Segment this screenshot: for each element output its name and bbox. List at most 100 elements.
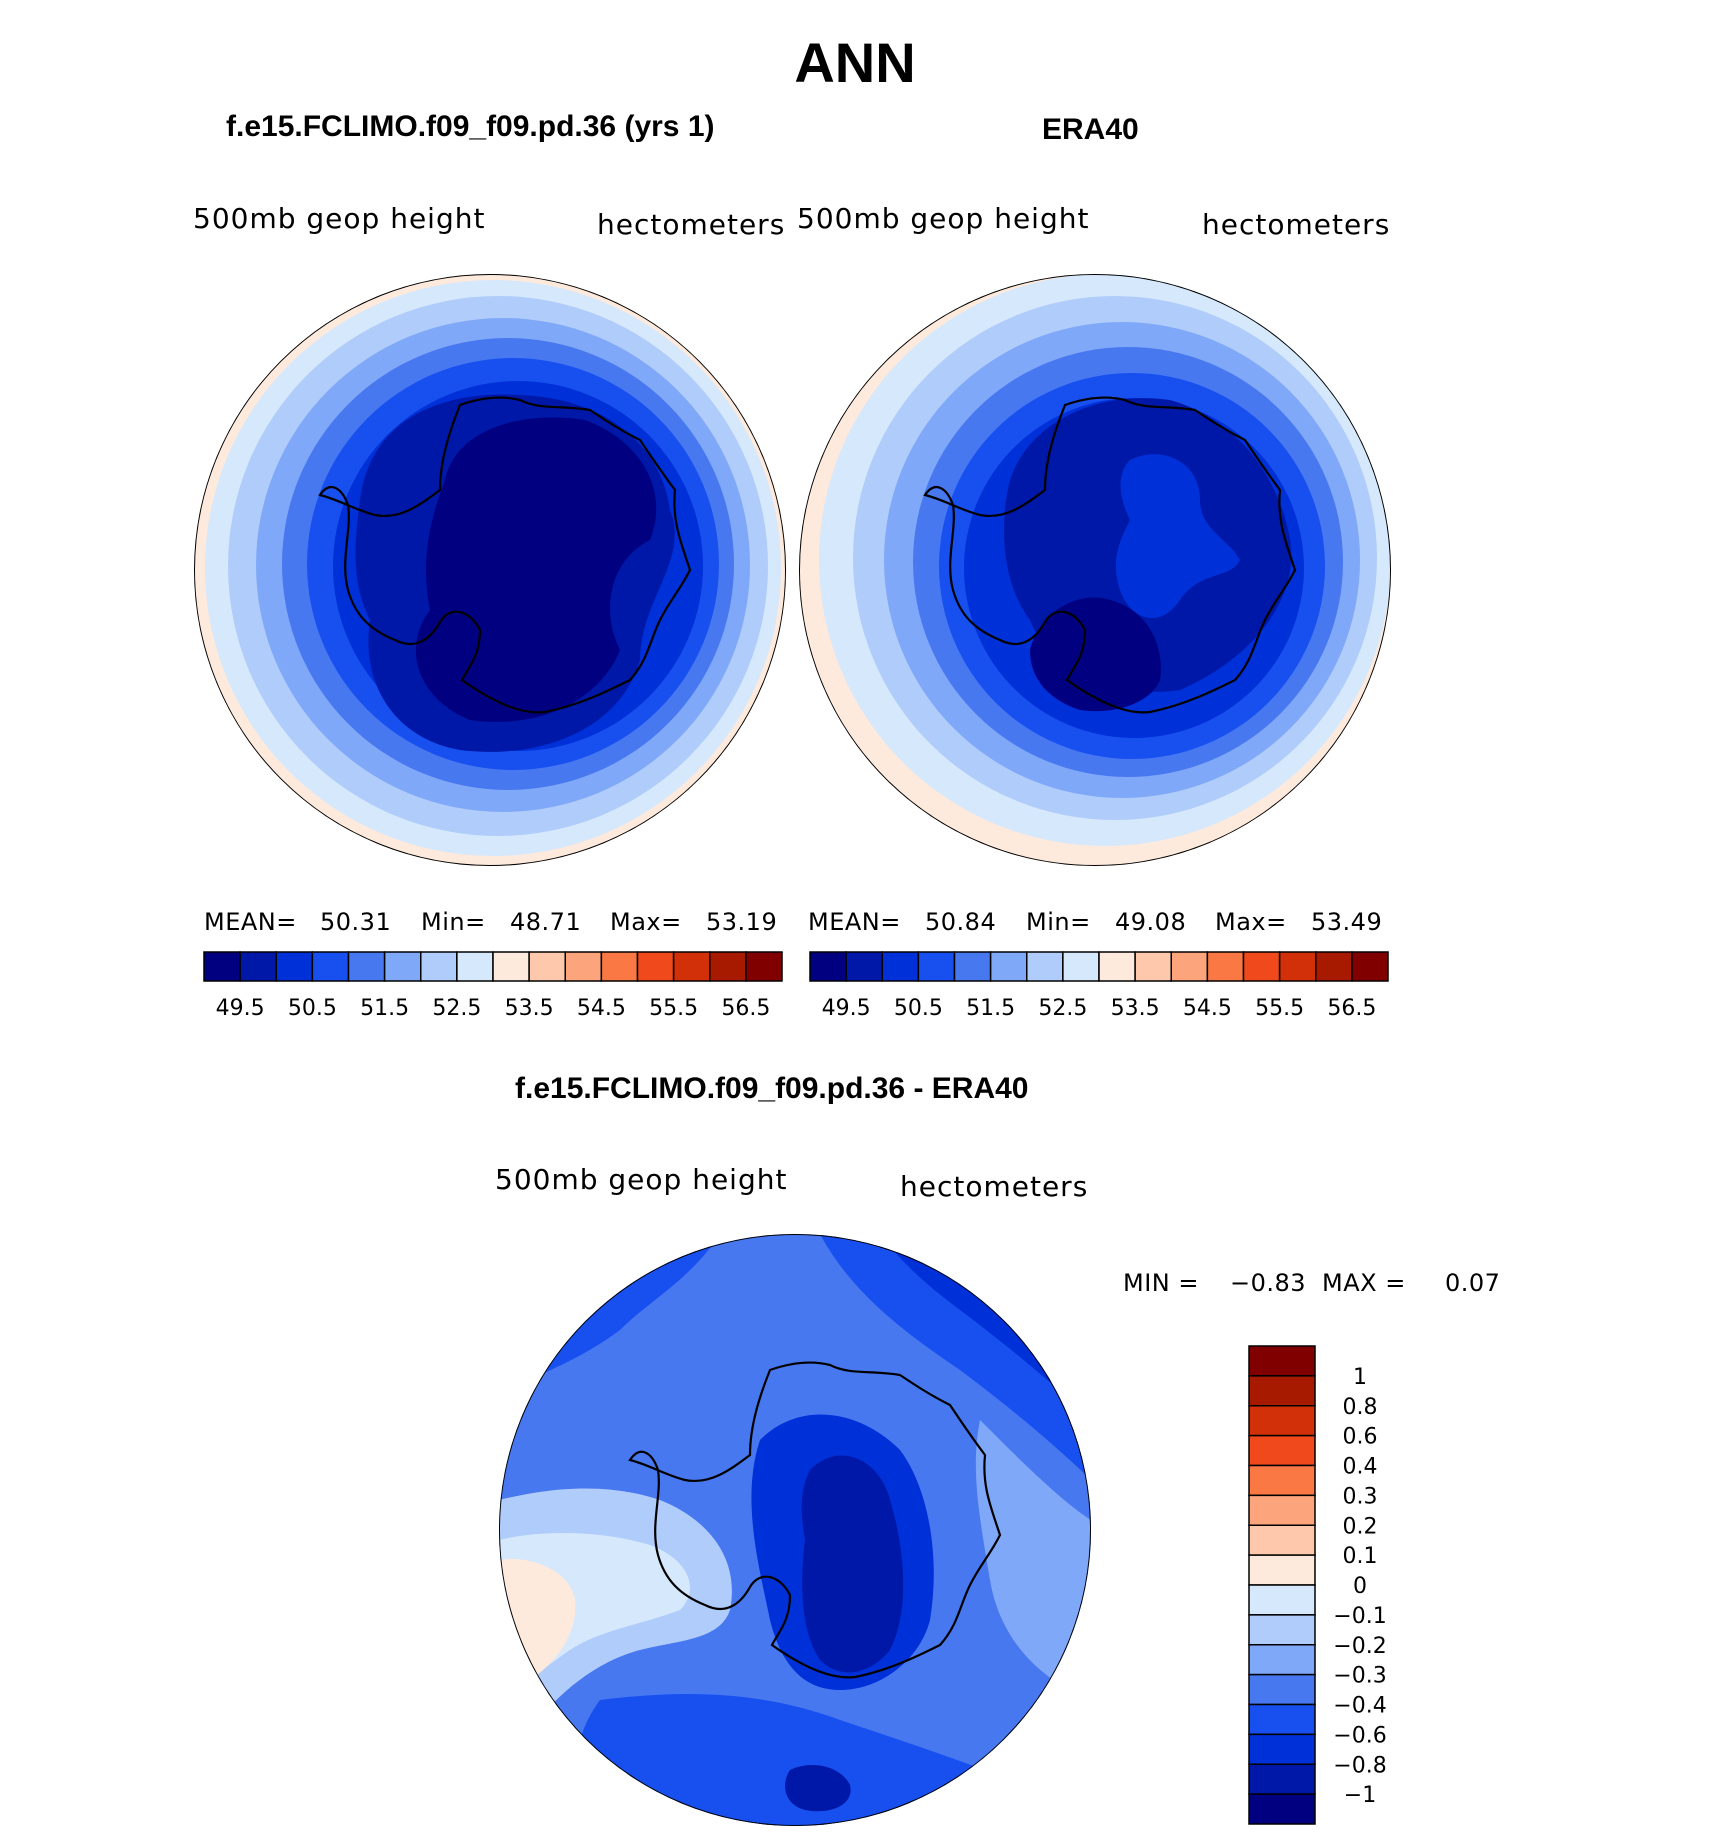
obs-min-value: 49.08 <box>1115 908 1187 936</box>
model-colorbar-swatch-13 <box>672 951 711 982</box>
obs-colorbar-swatch-9 <box>1134 951 1172 982</box>
diff-colorbar-tick-label: 0.6 <box>1343 1425 1378 1450</box>
obs-panel-title: ERA40 <box>1042 113 1139 146</box>
obs-colorbar-tick-label: 49.5 <box>822 996 871 1021</box>
obs-min-label: Min= <box>1026 908 1091 936</box>
diff-colorbar-tick-label: −0.3 <box>1333 1664 1386 1689</box>
model-colorbar-tick-label: 50.5 <box>288 996 337 1021</box>
obs-colorbar-swatch-15 <box>1351 951 1389 982</box>
obs-colorbar-swatch-3 <box>917 951 956 982</box>
diff-colorbar-tick-label: 1 <box>1353 1365 1367 1390</box>
model-min-value: 48.71 <box>510 908 582 936</box>
model-colorbar-swatch-11 <box>600 951 639 982</box>
diff-colorbar-swatch-6 <box>1248 1524 1316 1556</box>
model-colorbar-swatch-8 <box>492 951 530 982</box>
obs-colorbar-tick-label: 54.5 <box>1183 996 1232 1021</box>
model-colorbar-tick-label: 51.5 <box>360 996 409 1021</box>
obs-colorbar-swatch-8 <box>1098 951 1136 982</box>
obs-colorbar-tick-label: 53.5 <box>1111 996 1160 1021</box>
obs-colorbar-swatch-6 <box>1026 951 1064 982</box>
diff-colorbar-tick-label: −0.2 <box>1333 1634 1386 1659</box>
model-colorbar-tick-label: 52.5 <box>432 996 481 1021</box>
diff-map <box>499 1234 1091 1826</box>
model-colorbar-tick-label: 55.5 <box>649 996 698 1021</box>
diff-colorbar-swatch-11 <box>1248 1673 1316 1706</box>
obs-colorbar-tick-label: 55.5 <box>1255 996 1304 1021</box>
obs-mean-value: 50.84 <box>925 908 997 936</box>
diff-colorbar-swatch-0 <box>1248 1345 1316 1377</box>
diff-units-label: hectometers <box>900 1170 1089 1203</box>
obs-colorbar-swatch-13 <box>1278 951 1317 982</box>
model-colorbar-swatch-3 <box>311 951 350 982</box>
diff-colorbar-tick-label: 0.1 <box>1343 1544 1378 1569</box>
diff-colorbar-swatch-8 <box>1248 1584 1316 1616</box>
model-colorbar-swatch-5 <box>383 951 422 982</box>
model-min-label: Min= <box>421 908 486 936</box>
diff-colorbar-tick-label: −0.4 <box>1333 1694 1386 1719</box>
model-colorbar-tick-label: 56.5 <box>721 996 770 1021</box>
obs-colorbar-swatch-5 <box>989 951 1028 982</box>
diff-colorbar-swatch-13 <box>1248 1733 1316 1765</box>
diff-colorbar-tick-label: 0 <box>1353 1574 1367 1599</box>
diff-colorbar-swatch-14 <box>1248 1763 1316 1795</box>
model-variable-label: 500mb geop height <box>193 202 486 235</box>
diff-colorbar-tick-label: −0.1 <box>1333 1604 1386 1629</box>
obs-map <box>799 274 1391 866</box>
diff-colorbar-tick-label: −0.6 <box>1333 1723 1386 1748</box>
diff-south-core <box>785 1765 851 1812</box>
obs-colorbar-swatch-7 <box>1062 951 1100 982</box>
diff-plateau-core <box>801 1455 904 1673</box>
obs-colorbar: 49.5 50.5 51.5 52.5 53.5 54.5 55.5 56.5 <box>809 951 1389 1021</box>
diff-colorbar-swatch-12 <box>1248 1703 1316 1736</box>
model-colorbar-swatch-4 <box>347 951 386 982</box>
diff-colorbar-swatch-1 <box>1248 1375 1316 1407</box>
model-colorbar-swatch-1 <box>239 951 277 982</box>
diff-colorbar-swatch-7 <box>1248 1554 1316 1586</box>
obs-max-label: Max= <box>1215 908 1287 936</box>
model-colorbar-swatch-15 <box>745 951 783 982</box>
diff-colorbar-tick-label: −1 <box>1344 1783 1376 1808</box>
diff-colorbar-tick-label: −0.8 <box>1333 1753 1386 1778</box>
model-mean-label: MEAN= <box>204 908 297 936</box>
model-colorbar-swatch-6 <box>420 951 458 982</box>
diff-colorbar-tick-label: 0.4 <box>1343 1455 1378 1480</box>
model-mean-value: 50.31 <box>320 908 392 936</box>
diff-colorbar: 1 0.8 0.6 0.4 0.3 0.2 0.1 0 −0.1 −0.2 −0.3 −0.4 −0.6… <box>1248 1345 1387 1825</box>
model-max-value: 53.19 <box>706 908 778 936</box>
obs-colorbar-swatch-11 <box>1206 951 1245 982</box>
model-colorbar-swatch-10 <box>564 951 603 982</box>
obs-colorbar-swatch-4 <box>953 951 992 982</box>
diff-colorbar-swatch-4 <box>1248 1464 1316 1497</box>
model-panel-title: f.e15.FCLIMO.f09_f09.pd.36 (yrs 1) <box>226 110 715 143</box>
diff-colorbar-swatch-2 <box>1248 1405 1316 1437</box>
obs-mean-label: MEAN= <box>808 908 901 936</box>
season-title: ANN <box>794 31 916 94</box>
model-map <box>194 274 786 866</box>
obs-colorbar-tick-label: 56.5 <box>1327 996 1376 1021</box>
model-colorbar-swatch-9 <box>528 951 566 982</box>
diff-colorbar-tick-label: 0.3 <box>1343 1484 1378 1509</box>
antarctica-coastline <box>923 396 1297 714</box>
obs-colorbar-swatch-2 <box>881 951 920 982</box>
diff-colorbar-swatch-3 <box>1248 1434 1316 1467</box>
model-colorbar-swatch-12 <box>636 951 675 982</box>
obs-max-value: 53.49 <box>1311 908 1383 936</box>
diff-colorbar-tick-label: 0.2 <box>1343 1514 1378 1539</box>
model-colorbar-swatch-14 <box>709 951 747 982</box>
diff-south-low <box>574 1694 1010 1826</box>
band-core-inner <box>415 417 657 722</box>
model-colorbar-tick-label: 53.5 <box>505 996 554 1021</box>
obs-colorbar-tick-label: 52.5 <box>1038 996 1087 1021</box>
obs-colorbar-tick-label: 51.5 <box>966 996 1015 1021</box>
diff-colorbar-tick-label: 0.8 <box>1343 1395 1378 1420</box>
diff-variable-label: 500mb geop height <box>495 1163 788 1196</box>
model-colorbar-tick-label: 54.5 <box>577 996 626 1021</box>
obs-colorbar-swatch-14 <box>1315 951 1353 982</box>
diff-colorbar-swatch-10 <box>1248 1644 1316 1676</box>
diff-colorbar-swatch-9 <box>1248 1614 1316 1646</box>
model-colorbar-swatch-0 <box>203 951 241 982</box>
antarctica-coastline <box>628 1361 1002 1679</box>
obs-colorbar-swatch-10 <box>1170 951 1209 982</box>
diff-colorbar-swatch-5 <box>1248 1494 1316 1526</box>
